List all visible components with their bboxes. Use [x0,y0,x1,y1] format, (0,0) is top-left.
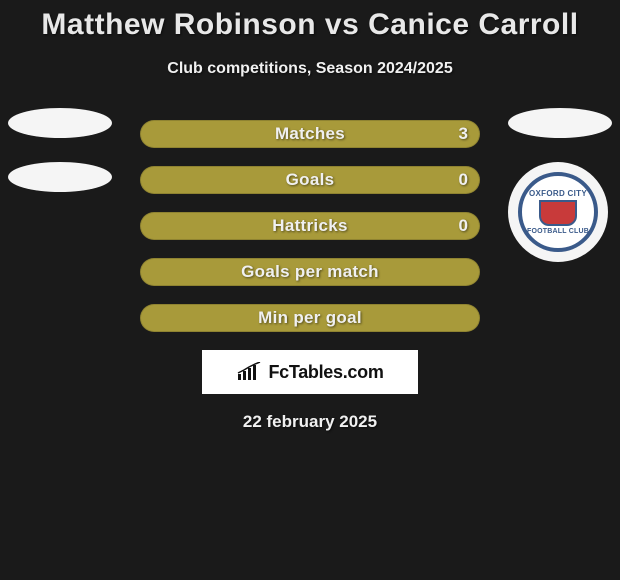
left-badge-placeholder-2 [8,162,112,192]
stat-right-value: 0 [459,216,468,236]
stat-label: Goals [286,170,335,190]
player1-name: Matthew Robinson [41,8,316,41]
crest-top-text: OXFORD CITY [529,190,587,198]
stat-row-matches: Matches 3 [140,120,480,148]
stat-right-value: 0 [459,170,468,190]
right-club-badges: OXFORD CITY FOOTBALL CLUB [508,108,612,262]
subtitle: Club competitions, Season 2024/2025 [0,60,620,78]
stat-row-hattricks: Hattricks 0 [140,212,480,240]
branding-text: FcTables.com [268,362,383,383]
stat-label: Goals per match [241,262,379,282]
date-text: 22 february 2025 [8,412,612,432]
stat-right-value: 3 [459,124,468,144]
vs-text: vs [325,8,359,41]
stat-label: Min per goal [258,308,362,328]
stat-row-goals-per-match: Goals per match [140,258,480,286]
right-club-crest: OXFORD CITY FOOTBALL CLUB [508,162,608,262]
stats-area: OXFORD CITY FOOTBALL CLUB Matches 3 Goal… [0,120,620,432]
stat-row-goals: Goals 0 [140,166,480,194]
oxford-city-crest-icon: OXFORD CITY FOOTBALL CLUB [518,172,598,252]
stat-row-min-per-goal: Min per goal [140,304,480,332]
stat-label: Matches [275,124,345,144]
stat-rows: Matches 3 Goals 0 Hattricks 0 Goals per … [140,120,480,332]
right-badge-placeholder-1 [508,108,612,138]
player2-name: Canice Carroll [368,8,578,41]
stat-label: Hattricks [272,216,347,236]
crest-bottom-text: FOOTBALL CLUB [527,228,589,235]
crest-shield-icon [539,200,577,226]
branding-box: FcTables.com [202,350,418,394]
left-badge-placeholder-1 [8,108,112,138]
chart-icon [236,362,262,382]
title: Matthew Robinson vs Canice Carroll [0,8,620,42]
left-club-badges [8,108,112,216]
comparison-card: Matthew Robinson vs Canice Carroll Club … [0,0,620,432]
